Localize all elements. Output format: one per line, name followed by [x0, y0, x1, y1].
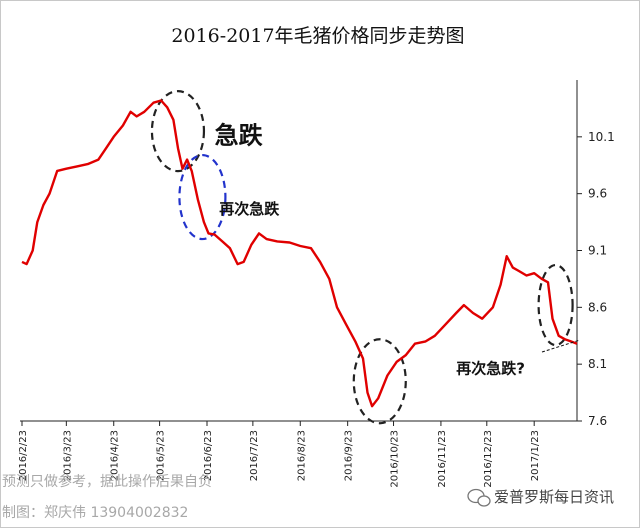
disclaimer-watermark: 预测只做参考，据此操作后果自负 — [2, 473, 212, 490]
x-tick-label: 2016/12/23 — [483, 430, 494, 488]
highlight-ellipse-group — [150, 90, 574, 425]
y-tick-group: 10.1 9.6 9.1 8.6 8.1 7.6 — [577, 130, 615, 428]
x-tick-label: 2016/7/23 — [249, 430, 260, 481]
highlight-ellipse — [537, 263, 574, 347]
highlight-ellipse — [178, 153, 227, 241]
x-tick-label: 2016/5/23 — [156, 430, 167, 481]
y-tick-label: 8.6 — [588, 300, 607, 314]
y-tick-label: 9.6 — [588, 187, 607, 201]
author-watermark: 制图：郑庆伟 13904002832 — [2, 505, 188, 521]
y-tick-label: 10.1 — [588, 130, 615, 144]
x-tick-label: 2016/10/23 — [390, 430, 401, 488]
x-tick-label: 2016/9/23 — [344, 430, 355, 481]
wechat-icon — [467, 488, 491, 507]
x-tick-label: 2016/6/23 — [203, 430, 214, 481]
chart-title: 2016-2017年毛猪价格同步走势图 — [171, 25, 464, 47]
y-tick-label: 7.6 — [588, 414, 607, 428]
x-tick-label: 2016/8/23 — [296, 430, 307, 481]
x-tick-label: 2017/1/23 — [530, 430, 541, 481]
y-tick-label: 8.1 — [588, 357, 607, 371]
highlight-ellipse — [352, 338, 407, 425]
annotation-pointer — [541, 339, 581, 353]
x-tick-label: 2016/3/23 — [62, 430, 73, 481]
price-series-line — [21, 99, 578, 408]
y-tick-label: 9.1 — [588, 244, 607, 258]
annotation-label: 急跌 — [215, 122, 264, 150]
x-tick-group: 2016/2/23 2016/3/23 2016/4/23 2016/5/23 2016… — [18, 421, 541, 488]
x-tick-label: 2016/11/23 — [437, 430, 448, 488]
x-tick-label: 2016/4/23 — [110, 430, 121, 481]
annotation-label: 再次急跌 — [219, 200, 280, 218]
annotation-label: 再次急跌? — [456, 359, 525, 377]
x-tick-label: 2016/2/23 — [18, 430, 29, 481]
highlight-ellipse — [150, 90, 206, 173]
brand-watermark: 爱普罗斯每日资讯 — [494, 488, 614, 506]
